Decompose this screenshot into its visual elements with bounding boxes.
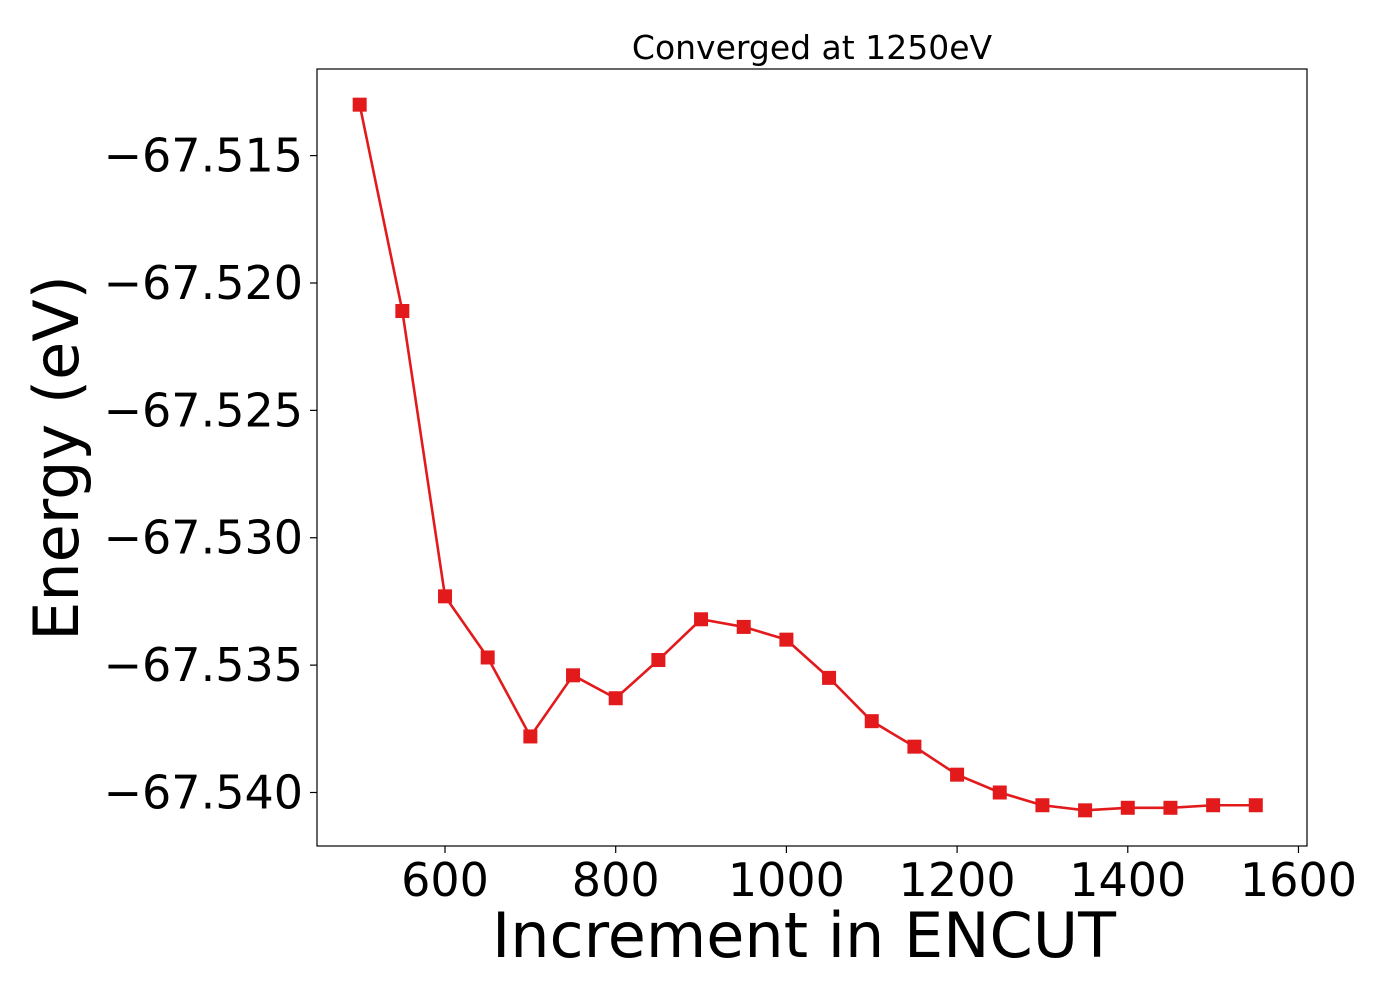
data-point-marker — [992, 785, 1007, 800]
data-point-marker — [395, 304, 410, 319]
data-point-marker — [1163, 800, 1178, 815]
y-axis-label: Energy (eV) — [20, 275, 93, 641]
data-point-marker — [1078, 803, 1093, 818]
data-point-marker — [438, 589, 453, 604]
data-point-marker — [694, 612, 709, 627]
y-tick-label: −67.525 — [104, 383, 304, 437]
data-point-marker — [651, 653, 666, 668]
data-point-marker — [1206, 798, 1221, 813]
data-point-marker — [480, 650, 495, 665]
data-point-marker — [1035, 798, 1050, 813]
series-line — [358, 104, 1256, 812]
y-tick-label: −67.535 — [104, 638, 304, 692]
data-point-marker — [950, 767, 965, 782]
y-tick-label: −67.540 — [104, 766, 304, 820]
x-axis-label: Increment in ENCUT — [492, 899, 1117, 972]
x-tick-label: 600 — [401, 853, 489, 907]
y-tick-label: −67.530 — [104, 511, 304, 565]
data-point-marker — [523, 729, 538, 744]
data-point-marker — [566, 668, 581, 683]
y-tick-label: −67.515 — [104, 129, 304, 183]
data-point-marker — [352, 97, 367, 112]
data-point-marker — [779, 632, 794, 647]
x-tick-label: 1000 — [728, 853, 845, 907]
y-tick-label: −67.520 — [104, 256, 304, 310]
data-point-marker — [864, 714, 879, 729]
data-point-marker — [1248, 798, 1263, 813]
data-point-marker — [907, 739, 922, 754]
x-tick-label: 1400 — [1069, 853, 1186, 907]
data-point-marker — [736, 619, 751, 634]
data-point-marker — [608, 691, 623, 706]
axes-frame — [316, 68, 1308, 847]
x-tick-label: 1200 — [899, 853, 1016, 907]
plot-area: 600 800 1000 1200 1400 1600 −67.515 −67.520 −67.… — [104, 68, 1357, 907]
x-tick-label: 800 — [572, 853, 660, 907]
chart-title: Converged at 1250eV — [632, 28, 993, 67]
x-tick-label: 1600 — [1240, 853, 1357, 907]
data-point-marker — [1120, 800, 1135, 815]
data-point-marker — [822, 670, 837, 685]
